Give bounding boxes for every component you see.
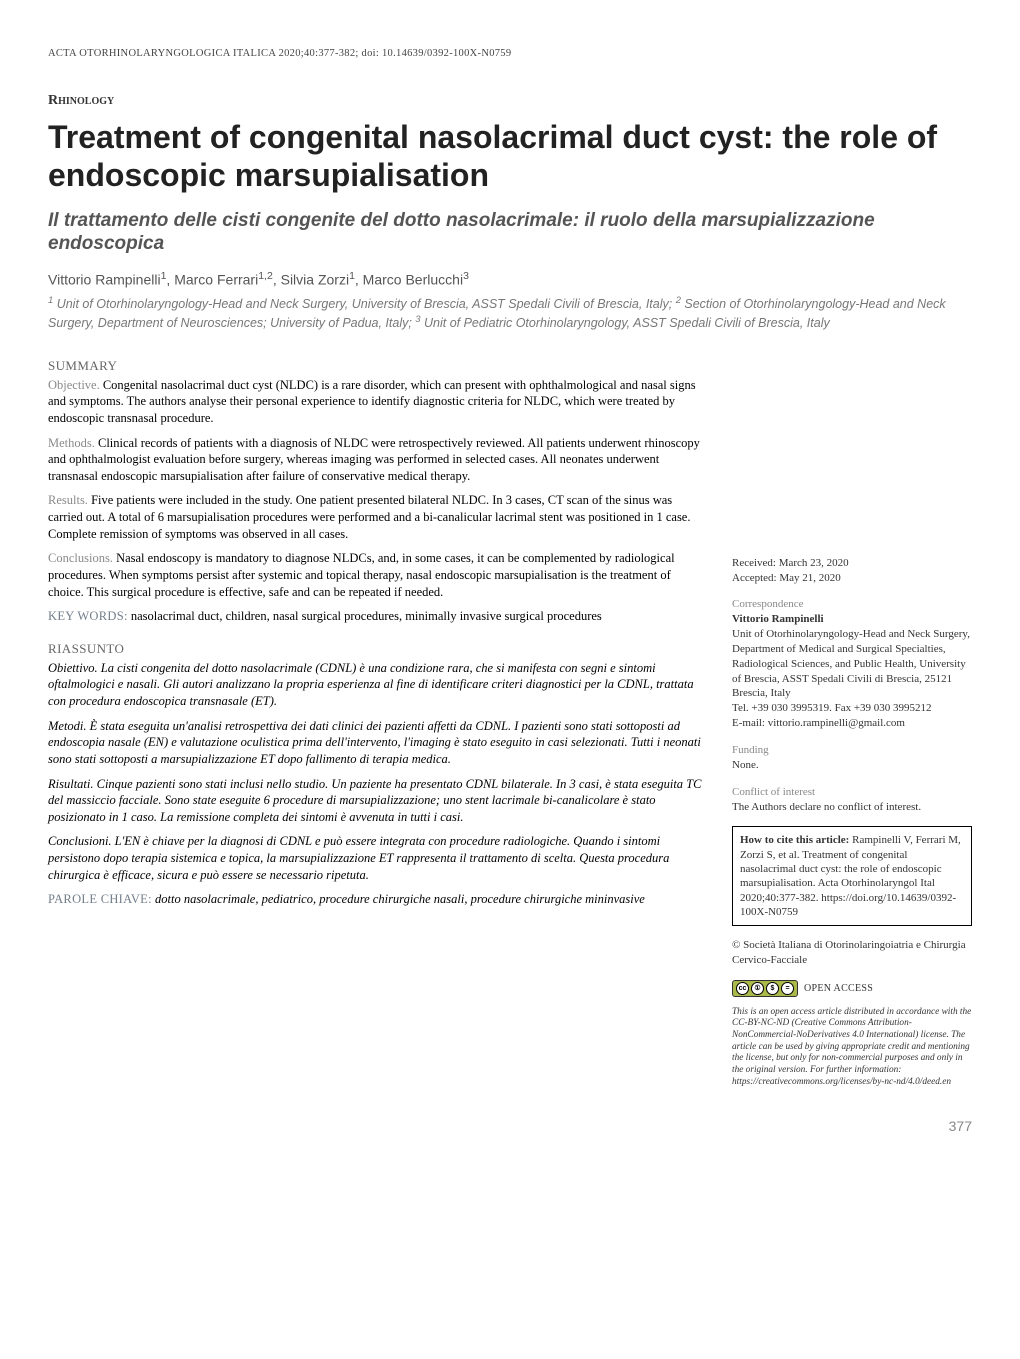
cite-box-wrap: How to cite this article: Rampinelli V, … (732, 826, 972, 926)
by-icon: ① (751, 982, 764, 995)
keywords-label: KEY WORDS: (48, 609, 128, 623)
keywords-text: nasolacrimal duct, children, nasal surgi… (128, 609, 602, 623)
article-subtitle: Il trattamento delle cisti congenite del… (48, 209, 972, 257)
summary-objective-text: Congenital nasolacrimal duct cyst (NLDC)… (48, 378, 696, 425)
riassunto-obiettivo-text: La cisti congenita del dotto nasolacrima… (48, 661, 694, 708)
dates: Received: March 23, 2020 Accepted: May 2… (732, 556, 972, 586)
summary-conclusions-label: Conclusions. (48, 551, 113, 565)
summary-methods: Methods. Clinical records of patients wi… (48, 435, 704, 485)
summary-methods-text: Clinical records of patients with a diag… (48, 436, 700, 483)
parole-text: dotto nasolacrimale, pediatrico, procedu… (152, 892, 645, 906)
riassunto-heading: RIASSUNTO (48, 641, 704, 657)
running-head: ACTA OTORHINOLARYNGOLOGICA ITALICA 2020;… (48, 48, 972, 59)
cc-badge-icon: cc ① $ = (732, 980, 798, 997)
riassunto-conclusioni-label: Conclusioni. (48, 834, 112, 848)
open-access-label: OPEN ACCESS (804, 983, 873, 994)
cc-icon: cc (736, 982, 749, 995)
riassunto-risultati: Risultati. Cinque pazienti sono stati in… (48, 776, 704, 826)
accepted-date: Accepted: May 21, 2020 (732, 571, 972, 586)
funding-label: Funding (732, 743, 972, 758)
correspondence-tel: Tel. +39 030 3995319. Fax +39 030 399521… (732, 701, 972, 716)
correspondence: Correspondence Vittorio Rampinelli Unit … (732, 597, 972, 731)
parole-chiave: PAROLE CHIAVE: dotto nasolacrimale, pedi… (48, 891, 704, 908)
riassunto-risultati-text: Cinque pazienti sono stati inclusi nello… (48, 777, 701, 824)
page-number: 377 (48, 1118, 972, 1134)
riassunto-risultati-label: Risultati. (48, 777, 94, 791)
parole-label: PAROLE CHIAVE: (48, 892, 152, 906)
summary-conclusions: Conclusions. Nasal endoscopy is mandator… (48, 550, 704, 600)
coi-text: The Authors declare no conflict of inter… (732, 800, 972, 815)
section-tag: Rhinology (48, 93, 972, 109)
cite-text: Rampinelli V, Ferrari M, Zorzi S, et al.… (740, 834, 961, 917)
two-column-layout: SUMMARY Objective. Congenital nasolacrim… (48, 358, 972, 1088)
riassunto-obiettivo: Obiettivo. La cisti congenita del dotto … (48, 660, 704, 710)
riassunto-metodi-text: È stata eseguita un'analisi retrospettiv… (48, 719, 701, 766)
cite-how-label: How to cite this article: (740, 834, 849, 846)
riassunto-conclusioni: Conclusioni. L'EN è chiave per la diagno… (48, 833, 704, 883)
open-access-row: cc ① $ = OPEN ACCESS (732, 980, 972, 997)
correspondence-body: Unit of Otorhinolaryngology-Head and Nec… (732, 627, 972, 701)
summary-heading: SUMMARY (48, 358, 704, 374)
riassunto-conclusioni-text: L'EN è chiave per la diagnosi di CDNL e … (48, 834, 669, 881)
riassunto-metodi-label: Metodi. (48, 719, 87, 733)
main-column: SUMMARY Objective. Congenital nasolacrim… (48, 358, 704, 1088)
cite-box: How to cite this article: Rampinelli V, … (732, 826, 972, 926)
received-date: Received: March 23, 2020 (732, 556, 972, 571)
summary-objective: Objective. Congenital nasolacrimal duct … (48, 377, 704, 427)
sidebar: Received: March 23, 2020 Accepted: May 2… (732, 358, 972, 1088)
correspondence-label: Correspondence (732, 597, 972, 612)
article-title: Treatment of congenital nasolacrimal duc… (48, 119, 972, 195)
correspondence-email: E-mail: vittorio.rampinelli@gmail.com (732, 716, 972, 731)
conflict-of-interest: Conflict of interest The Authors declare… (732, 785, 972, 815)
riassunto-metodi: Metodi. È stata eseguita un'analisi retr… (48, 718, 704, 768)
summary-results-text: Five patients were included in the study… (48, 493, 690, 540)
riassunto-obiettivo-label: Obiettivo. (48, 661, 98, 675)
nd-icon: = (781, 982, 794, 995)
page: ACTA OTORHINOLARYNGOLOGICA ITALICA 2020;… (0, 0, 1020, 1174)
funding: Funding None. (732, 743, 972, 773)
license-note: This is an open access article distribut… (732, 1007, 972, 1088)
funding-text: None. (732, 758, 972, 773)
nc-icon: $ (766, 982, 779, 995)
summary-methods-label: Methods. (48, 436, 95, 450)
summary-results-label: Results. (48, 493, 88, 507)
affiliations: 1 Unit of Otorhinolaryngology-Head and N… (48, 294, 972, 332)
authors: Vittorio Rampinelli1, Marco Ferrari1,2, … (48, 270, 972, 288)
summary-results: Results. Five patients were included in … (48, 492, 704, 542)
summary-objective-label: Objective. (48, 378, 100, 392)
correspondence-name: Vittorio Rampinelli (732, 612, 972, 627)
keywords: KEY WORDS: nasolacrimal duct, children, … (48, 608, 704, 625)
coi-label: Conflict of interest (732, 785, 972, 800)
summary-conclusions-text: Nasal endoscopy is mandatory to diagnose… (48, 551, 675, 598)
copyright: © Società Italiana di Otorinolaringoiatr… (732, 938, 972, 968)
